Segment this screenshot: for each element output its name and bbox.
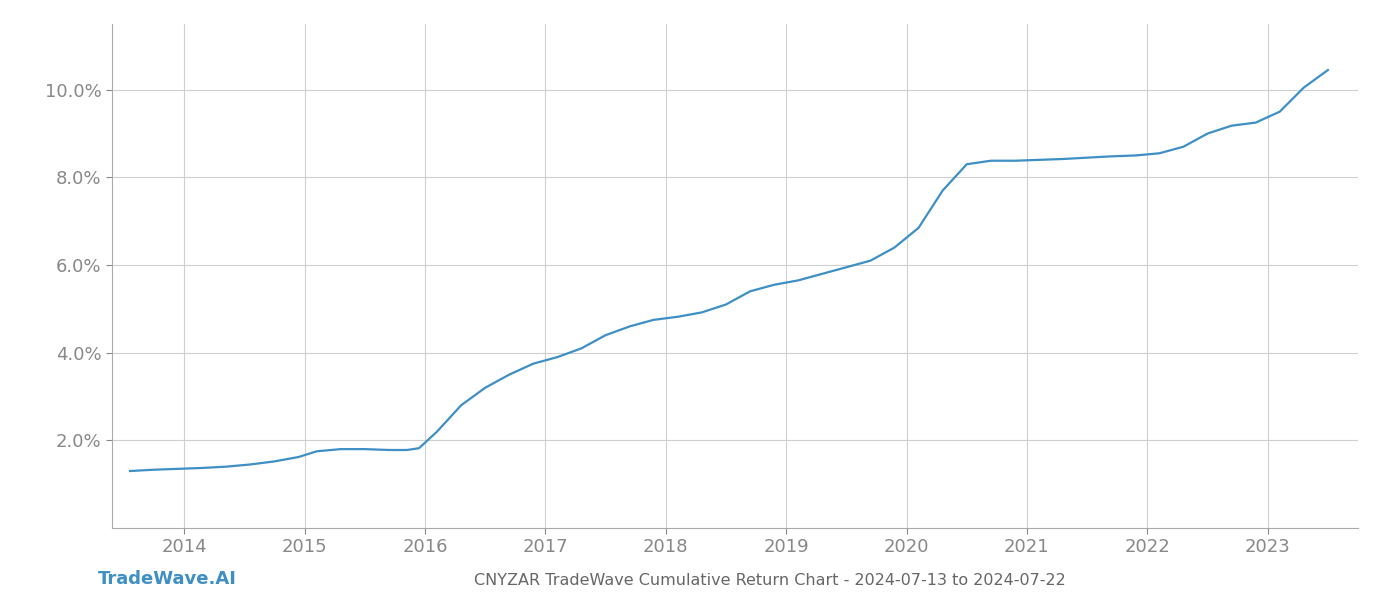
- Text: CNYZAR TradeWave Cumulative Return Chart - 2024-07-13 to 2024-07-22: CNYZAR TradeWave Cumulative Return Chart…: [475, 573, 1065, 588]
- Text: TradeWave.AI: TradeWave.AI: [98, 570, 237, 588]
